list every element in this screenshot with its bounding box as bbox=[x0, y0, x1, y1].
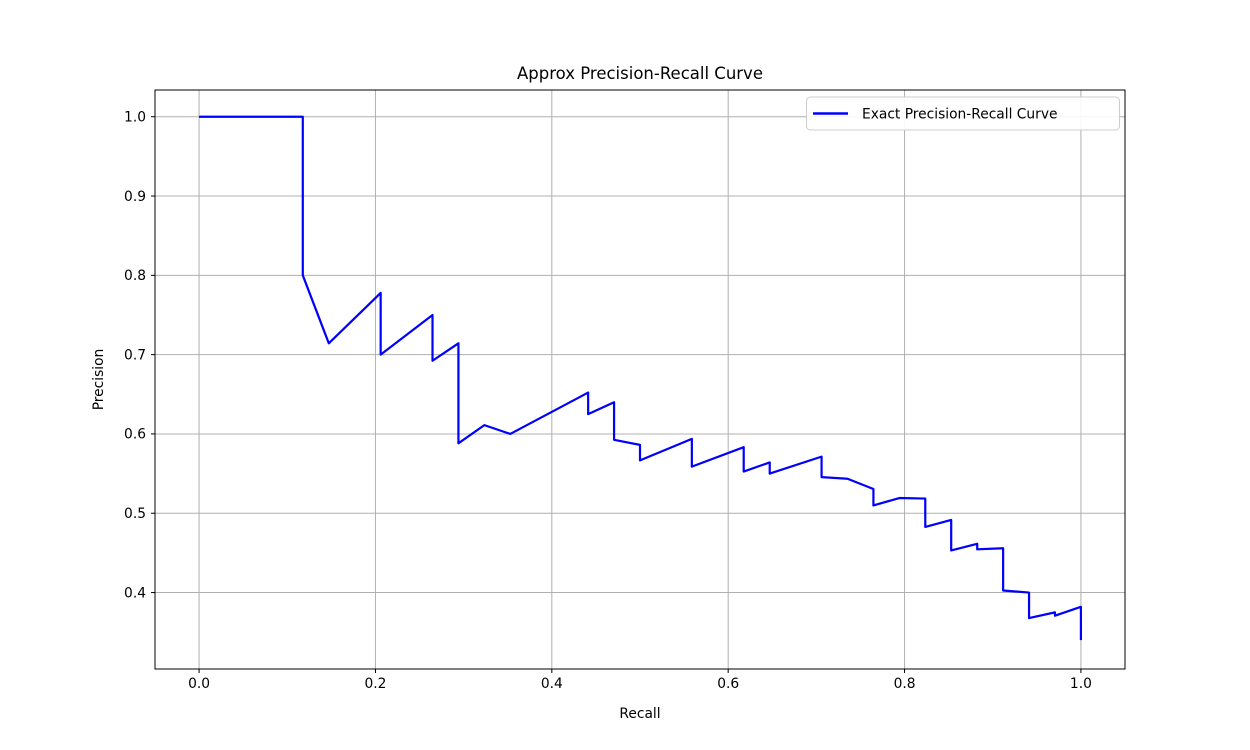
y-axis-ticks: 0.4 0.5 0.6 0.7 0.8 0.9 1.0 bbox=[124, 110, 155, 601]
x-tick-label: 0.6 bbox=[717, 676, 739, 692]
x-tick-label: 1.0 bbox=[1070, 676, 1092, 692]
pr-curve-line bbox=[199, 115, 1083, 641]
pr-curve-polyline bbox=[199, 115, 1083, 641]
plot-frame bbox=[154, 89, 1126, 670]
x-axis-ticks: 0.0 0.2 0.4 0.6 0.8 1.0 bbox=[188, 669, 1092, 692]
y-axis-label: Precision bbox=[91, 349, 107, 411]
y-tick-label: 0.9 bbox=[124, 189, 146, 205]
x-axis-label: Recall bbox=[619, 706, 660, 722]
y-tick-label: 0.5 bbox=[124, 506, 146, 522]
x-tick-label: 0.0 bbox=[188, 676, 210, 692]
x-tick-label: 0.8 bbox=[894, 676, 916, 692]
legend-label: Exact Precision-Recall Curve bbox=[862, 107, 1058, 123]
grid-lines bbox=[155, 90, 1125, 669]
chart-title: Approx Precision-Recall Curve bbox=[517, 64, 763, 83]
y-tick-label: 0.6 bbox=[124, 427, 146, 443]
y-tick-label: 0.4 bbox=[124, 585, 146, 601]
y-tick-label: 1.0 bbox=[124, 110, 146, 126]
x-tick-label: 0.4 bbox=[541, 676, 563, 692]
y-tick-label: 0.7 bbox=[124, 347, 146, 363]
y-tick-label: 0.8 bbox=[124, 268, 146, 284]
legend: Exact Precision-Recall Curve bbox=[806, 96, 1120, 131]
legend-box bbox=[806, 96, 1120, 131]
x-tick-label: 0.2 bbox=[364, 676, 386, 692]
